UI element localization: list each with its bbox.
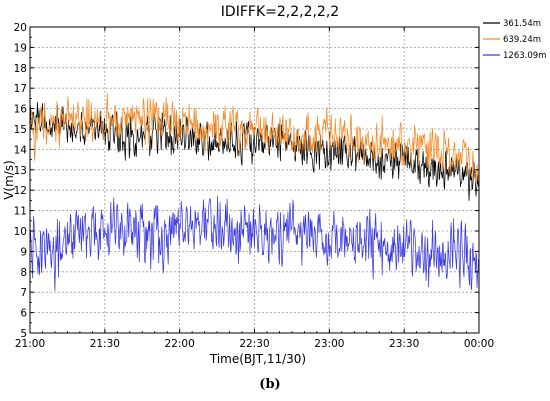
y-tick-label: 5 xyxy=(20,328,27,340)
x-tick-label: 21:30 xyxy=(90,338,120,350)
x-tick-label: 22:30 xyxy=(239,338,269,350)
series-lines xyxy=(29,92,480,292)
y-tick-label: 13 xyxy=(14,165,27,177)
y-tick-label: 6 xyxy=(20,308,27,320)
y-axis-ticks: 5 6 7 8 9 10 11 12 13 14 15 16 17 18 19 20 xyxy=(14,22,479,340)
y-axis-label: V(m/s) xyxy=(2,160,16,200)
y-tick-label: 16 xyxy=(14,104,28,116)
y-tick-label: 18 xyxy=(14,63,27,75)
figure-caption: (b) xyxy=(259,377,280,392)
y-tick-label: 20 xyxy=(14,22,27,34)
x-axis-ticks: 21:00 21:30 22:00 22:30 23:00 23:30 00:00 xyxy=(15,27,494,350)
x-tick-label: 21:00 xyxy=(15,338,45,350)
y-tick-label: 10 xyxy=(14,226,27,238)
legend-entry-label: 361.54m xyxy=(503,19,541,29)
y-tick-label: 14 xyxy=(14,144,28,156)
x-tick-label: 00:00 xyxy=(464,338,494,350)
y-tick-label: 9 xyxy=(20,246,27,258)
y-tick-label: 7 xyxy=(20,287,27,299)
y-tick-label: 17 xyxy=(14,83,27,95)
y-tick-label: 19 xyxy=(14,42,27,54)
grid xyxy=(30,27,479,333)
y-tick-label: 11 xyxy=(14,206,27,218)
legend-entry-label: 639.24m xyxy=(503,35,541,45)
series-line-3 xyxy=(29,195,480,292)
y-tick-label: 12 xyxy=(14,185,27,197)
legend: 361.54m 639.24m 1263.09m xyxy=(483,19,546,61)
x-tick-label: 22:00 xyxy=(165,338,195,350)
y-tick-label: 8 xyxy=(20,267,27,279)
legend-entry-label: 1263.09m xyxy=(503,51,546,61)
series-line-2 xyxy=(29,92,480,184)
x-axis-label: Time(BJT,11/30) xyxy=(209,352,306,366)
y-tick-label: 15 xyxy=(14,124,27,136)
x-tick-label: 23:30 xyxy=(389,338,419,350)
chart-title: IDIFFK=2,2,2,2,2 xyxy=(221,4,339,20)
x-tick-label: 23:00 xyxy=(314,338,344,350)
